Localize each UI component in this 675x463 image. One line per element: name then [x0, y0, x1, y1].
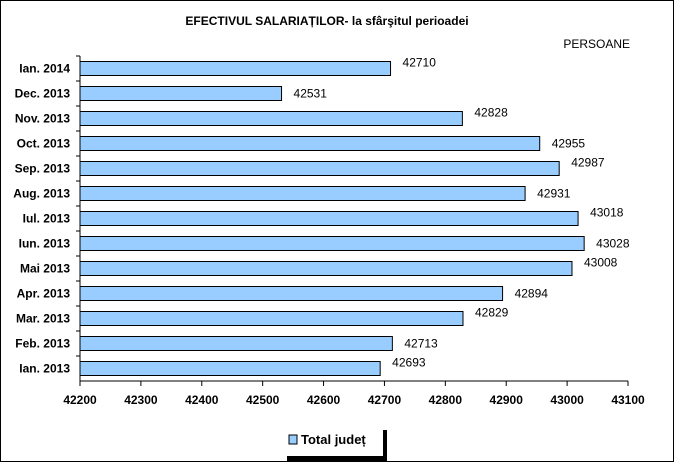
category-label: Ian. 2013 — [19, 362, 70, 376]
category-label: Oct. 2013 — [17, 137, 71, 151]
bar — [79, 336, 393, 351]
x-tick-label: 42300 — [124, 393, 158, 407]
category-label: Feb. 2013 — [15, 337, 70, 351]
category-label: Ian. 2014 — [19, 62, 70, 76]
category-label: Apr. 2013 — [17, 287, 71, 301]
x-tick-label: 42800 — [429, 393, 463, 407]
bar — [79, 111, 463, 126]
x-tick-label: 42400 — [185, 393, 219, 407]
legend-shadow-bottom — [287, 456, 387, 461]
bar — [79, 236, 585, 251]
category-label: Mar. 2013 — [16, 312, 70, 326]
bar — [79, 361, 381, 376]
data-label: 42531 — [294, 87, 328, 101]
data-label: 42931 — [537, 187, 571, 201]
legend-label: Total județ — [301, 432, 366, 447]
data-label: 43028 — [596, 237, 630, 251]
plot-area: 42200 42300 42400 42500 42600 42700 42800 42900… — [13, 55, 645, 407]
category-label: Dec. 2013 — [15, 87, 71, 101]
category-label: Aug. 2013 — [13, 187, 70, 201]
legend-shadow-right — [383, 430, 387, 461]
category-label: Iul. 2013 — [23, 212, 71, 226]
bar — [79, 186, 526, 201]
x-tick-label: 42600 — [307, 393, 341, 407]
data-label: 42829 — [475, 306, 509, 320]
legend-swatch — [288, 434, 298, 445]
bar — [79, 211, 579, 226]
data-label: 42710 — [403, 56, 437, 70]
bar — [79, 161, 560, 176]
legend: Total județ — [287, 430, 387, 461]
x-tick-label: 42200 — [63, 393, 97, 407]
category-label: Sep. 2013 — [15, 162, 71, 176]
x-tick-label: 42700 — [368, 393, 402, 407]
chart-title: EFECTIVUL SALARIAȚILOR- la sfârşitul per… — [185, 14, 468, 28]
bar — [79, 86, 283, 101]
x-tick-label: 43100 — [611, 393, 645, 407]
data-label: 42828 — [474, 106, 508, 120]
data-label: 42713 — [404, 337, 438, 351]
category-label: Mai 2013 — [20, 262, 70, 276]
bar — [79, 61, 392, 76]
x-tick-label: 42900 — [490, 393, 524, 407]
data-label: 42955 — [552, 137, 586, 151]
category-label: Iun. 2013 — [19, 237, 71, 251]
unit-label: PERSOANE — [563, 37, 630, 51]
data-label: 43008 — [584, 256, 618, 270]
data-label: 42693 — [392, 356, 426, 370]
bar — [79, 261, 573, 276]
data-label: 42987 — [571, 156, 605, 170]
x-tick-label: 42500 — [246, 393, 280, 407]
bar — [79, 136, 541, 151]
x-tick-label: 43000 — [550, 393, 584, 407]
data-label: 42894 — [515, 287, 549, 301]
bar — [79, 286, 504, 301]
category-label: Nov. 2013 — [15, 112, 70, 126]
bar — [79, 311, 464, 326]
data-label: 43018 — [590, 206, 624, 220]
